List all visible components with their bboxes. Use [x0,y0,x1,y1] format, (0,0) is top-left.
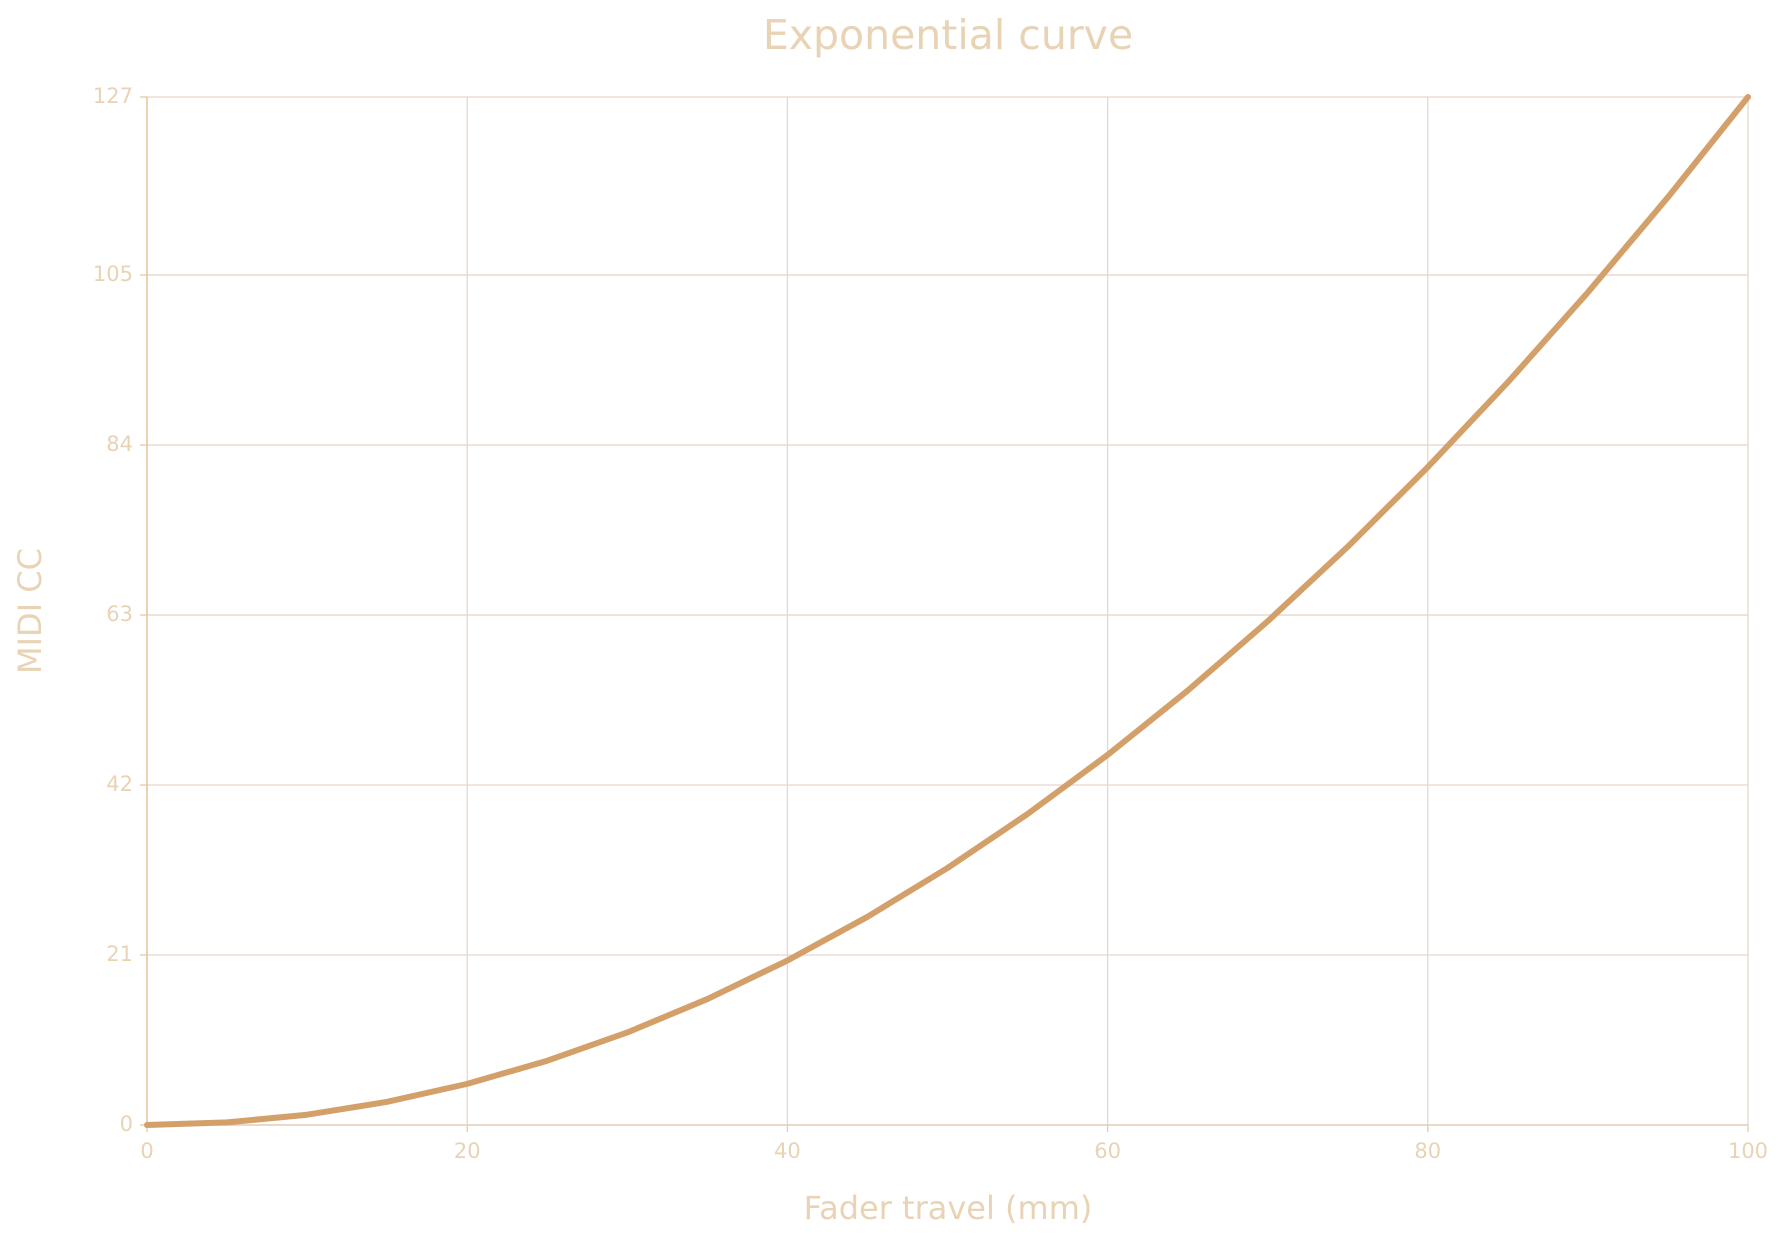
y-tick-label: 0 [120,1112,133,1136]
x-tick-label: 100 [1728,1139,1768,1163]
y-tick-label: 21 [106,942,133,966]
y-tick-label: 42 [106,772,133,796]
x-tick-label: 20 [454,1139,481,1163]
chart-title: Exponential curve [763,11,1133,59]
x-axis-label: Fader travel (mm) [804,1189,1093,1227]
y-tick-label: 105 [93,262,133,286]
y-tick-label: 127 [93,84,133,108]
y-tick-label: 63 [106,602,133,626]
x-tick-label: 80 [1414,1139,1441,1163]
line [144,94,1751,1128]
x-tick-label: 40 [774,1139,801,1163]
y-axis-label: MIDI CC [11,548,49,674]
x-tick-label: 60 [1094,1139,1121,1163]
y-tick-label: 84 [106,432,133,456]
x-tick-label: 0 [140,1139,153,1163]
